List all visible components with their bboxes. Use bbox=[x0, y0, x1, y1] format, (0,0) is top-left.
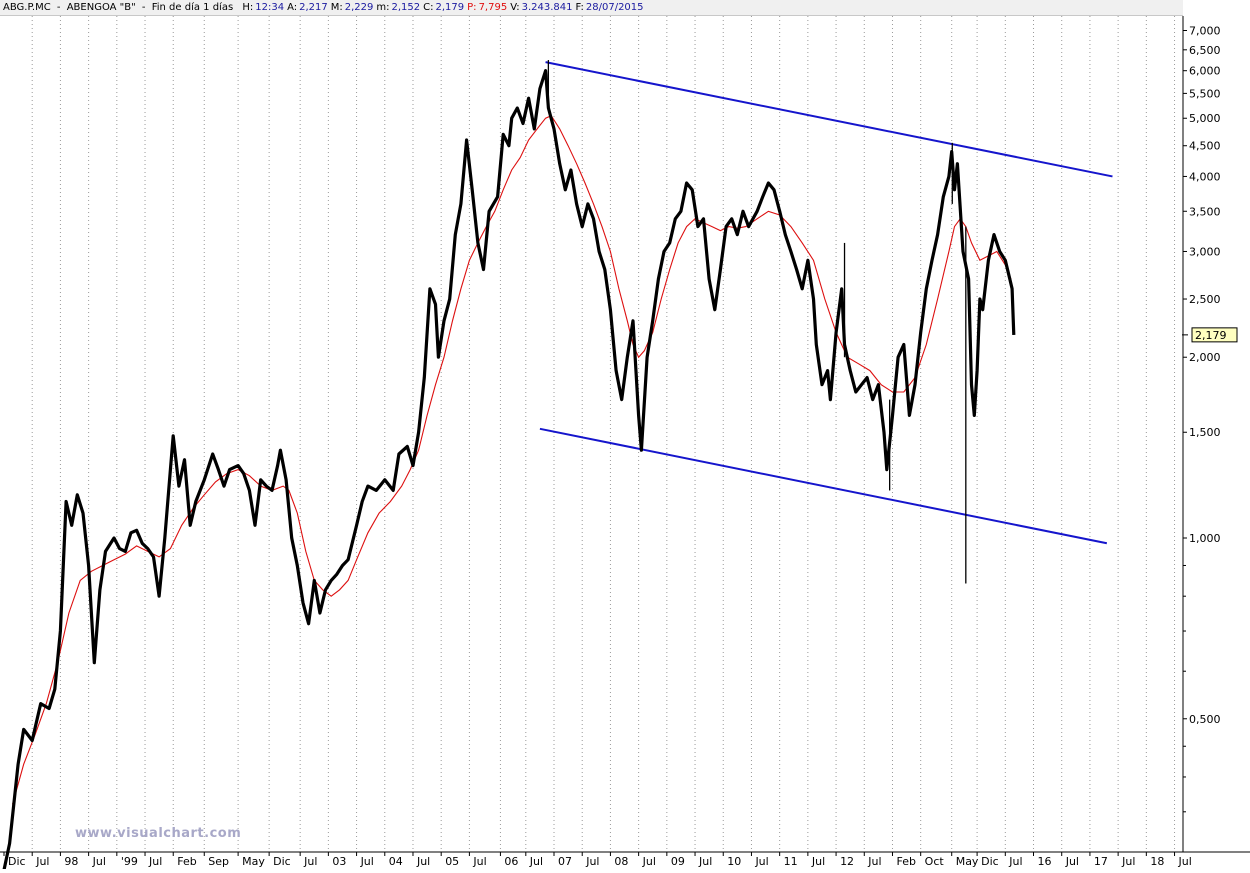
field-label: V: bbox=[510, 2, 520, 13]
field-label: P: bbox=[467, 2, 477, 13]
last-value-box bbox=[1191, 327, 1238, 343]
field-label: M: bbox=[330, 2, 343, 13]
x-tick-label: Jul bbox=[698, 855, 712, 868]
trendline-upper bbox=[545, 61, 1113, 178]
x-tick-label: Jul bbox=[1178, 855, 1192, 868]
x-tick-label: Jul bbox=[754, 855, 768, 868]
x-tick-label: 07 bbox=[558, 855, 572, 868]
x-tick-label: Jul bbox=[1065, 855, 1079, 868]
y-tick-label: 3,000 bbox=[1189, 245, 1221, 258]
ohlc-fields: H: 12:34 A: 2,217 M: 2,229 m: 2,152 C: 2,179 P: 7,7… bbox=[236, 2, 643, 13]
x-tick-label: 06 bbox=[504, 855, 518, 868]
x-tick-label: 08 bbox=[614, 855, 628, 868]
y-tick-label: 5,000 bbox=[1189, 112, 1221, 125]
price-line bbox=[2, 69, 1016, 871]
x-tick-label: Jul bbox=[585, 855, 599, 868]
x-tick-label: May bbox=[956, 855, 979, 868]
field-value: 7,795 bbox=[478, 2, 508, 13]
y-tick-label: 6,000 bbox=[1189, 65, 1221, 78]
field-value: 2,229 bbox=[344, 2, 374, 13]
x-tick-label: Jul bbox=[416, 855, 430, 868]
x-tick-label: Feb bbox=[177, 855, 196, 868]
x-tick-label: Dic bbox=[981, 855, 999, 868]
x-tick-label: 17 bbox=[1094, 855, 1108, 868]
price-layer bbox=[2, 60, 1016, 871]
x-tick-label: 16 bbox=[1038, 855, 1052, 868]
x-tick-label: Jul bbox=[472, 855, 486, 868]
field-label: A: bbox=[287, 2, 298, 13]
x-tick-label: Oct bbox=[925, 855, 945, 868]
x-tick-label: '99 bbox=[121, 855, 138, 868]
x-tick-label: Jul bbox=[148, 855, 162, 868]
x-tick-label: 11 bbox=[784, 855, 798, 868]
y-tick-label: 0,500 bbox=[1189, 713, 1221, 726]
moving-average-layer bbox=[11, 115, 1012, 805]
last-value-label: 2,179 bbox=[1195, 329, 1227, 342]
field-label: H: bbox=[242, 2, 254, 13]
x-tick-label: 18 bbox=[1150, 855, 1164, 868]
x-tick-label: 04 bbox=[389, 855, 403, 868]
x-tick-label: 09 bbox=[671, 855, 685, 868]
x-tick-label: Jul bbox=[92, 855, 106, 868]
instrument-name: ABENGOA "B" bbox=[66, 2, 136, 13]
chart-info-bar: ABG.P.MC - ABENGOA "B" - Fin de día 1 dí… bbox=[0, 0, 1183, 16]
x-tick-label: 98 bbox=[64, 855, 78, 868]
y-tick-label: 1,500 bbox=[1189, 426, 1221, 439]
x-tick-label: Jul bbox=[360, 855, 374, 868]
x-tick-label: Jul bbox=[1121, 855, 1135, 868]
trendline-lower bbox=[539, 427, 1108, 545]
x-tick-label: Jul bbox=[303, 855, 317, 868]
dash-sep: - bbox=[141, 2, 146, 13]
field-label: F: bbox=[575, 2, 584, 13]
x-tick-label: Dic bbox=[273, 855, 291, 868]
watermark: www.visualchart.com bbox=[75, 826, 242, 841]
field-value: 2,217 bbox=[299, 2, 328, 13]
x-tick-label: Jul bbox=[867, 855, 881, 868]
y-tick-label: 4,500 bbox=[1189, 140, 1221, 153]
y-tick-label: 2,500 bbox=[1189, 293, 1221, 306]
x-tick-label: Jul bbox=[811, 855, 825, 868]
x-tick-label: Dic bbox=[8, 855, 26, 868]
timeframe-label: Fin de día 1 días bbox=[151, 2, 234, 13]
field-value: 12:34 bbox=[255, 2, 285, 13]
x-tick-label: Sep bbox=[208, 855, 229, 868]
y-tick-label: 6,500 bbox=[1189, 44, 1221, 57]
y-tick-label: 2,000 bbox=[1189, 351, 1221, 364]
y-tick-label: 1,000 bbox=[1189, 532, 1221, 545]
field-label: m: bbox=[376, 2, 390, 13]
field-value: 2,152 bbox=[391, 2, 421, 13]
x-tick-label: 03 bbox=[332, 855, 346, 868]
y-tick-label: 7,000 bbox=[1189, 24, 1221, 37]
dash-sep: - bbox=[56, 2, 61, 13]
x-tick-label: Jul bbox=[35, 855, 49, 868]
y-tick-label: 5,500 bbox=[1189, 87, 1221, 100]
symbol-label: ABG.P.MC bbox=[3, 2, 51, 13]
field-value: 28/07/2015 bbox=[585, 2, 644, 13]
x-tick-label: 10 bbox=[727, 855, 741, 868]
axes: Dic Jul 98 Jul '99 Jul Feb Sep May Dic Jul 03 Jul 04 J… bbox=[0, 16, 1250, 868]
field-label: C: bbox=[423, 2, 434, 13]
x-tick-label: May bbox=[242, 855, 265, 868]
grid bbox=[31, 16, 1176, 852]
x-tick-label: Jul bbox=[529, 855, 543, 868]
y-tick-label: 4,000 bbox=[1189, 170, 1221, 183]
x-tick-label: 05 bbox=[445, 855, 459, 868]
field-value: 2,179 bbox=[435, 2, 465, 13]
x-tick-label: Jul bbox=[1008, 855, 1022, 868]
field-value: 3.243.841 bbox=[521, 2, 573, 13]
trendlines bbox=[539, 61, 1113, 545]
x-tick-label: Feb bbox=[896, 855, 915, 868]
y-tick-label: 3,500 bbox=[1189, 205, 1221, 218]
x-tick-label: 12 bbox=[840, 855, 854, 868]
x-tick-label: Jul bbox=[642, 855, 656, 868]
moving-average-line bbox=[11, 115, 1012, 805]
